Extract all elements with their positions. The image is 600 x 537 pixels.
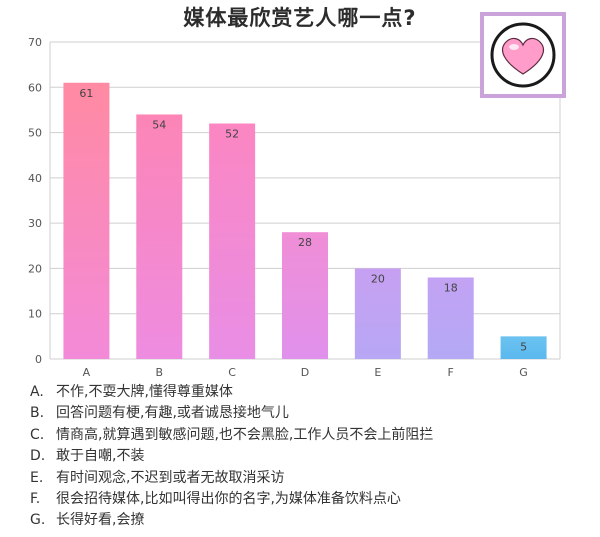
bar-value-label: 18: [444, 281, 458, 294]
legend-item: E. 有时间观念,不迟到或者无故取消采访: [30, 468, 590, 489]
legend-code: A.: [30, 384, 44, 400]
heart-badge: [480, 12, 566, 98]
legend-code: E.: [30, 469, 44, 486]
y-tick-label: 60: [28, 81, 42, 94]
y-tick-label: 50: [28, 127, 42, 140]
legend: A. 不作,不耍大牌,懂得尊重媒体 B. 回答问题有梗,有趣,或者诚恳接地气儿 C. 情商…: [30, 382, 590, 532]
chart-title: 媒体最欣赏艺人哪一点?: [183, 6, 417, 30]
bar-f: [427, 277, 474, 359]
x-tick-label: G: [519, 366, 528, 379]
legend-text: 有时间观念,不迟到或者无故取消采访: [56, 469, 285, 486]
y-tick-label: 30: [28, 217, 42, 230]
legend-text: 长得好看,会撩: [56, 512, 145, 529]
y-tick-label: 70: [28, 36, 42, 49]
bar-g: [500, 336, 547, 359]
bar-b: [136, 114, 183, 359]
x-tick-label: A: [83, 366, 91, 379]
heart-icon: [490, 22, 556, 88]
bar-chart: 0 10 20 30 40 50 60 70 61 A 54 B 52 C 28 D 20 E 18 F 5 G: [28, 36, 561, 379]
legend-code: F.: [30, 490, 41, 507]
bar-c: [209, 123, 256, 359]
legend-text: 回答问题有梗,有趣,或者诚恳接地气儿: [56, 405, 289, 422]
legend-code: C.: [30, 426, 45, 443]
bar-value-label: 20: [371, 272, 385, 285]
legend-item: F. 很会招待媒体,比如叫得出你的名字,为媒体准备饮料点心: [30, 489, 590, 510]
bar-value-label: 5: [520, 340, 527, 353]
legend-text: 很会招待媒体,比如叫得出你的名字,为媒体准备饮料点心: [56, 490, 401, 507]
legend-item: G. 长得好看,会撩: [30, 510, 590, 531]
legend-item: B. 回答问题有梗,有趣,或者诚恳接地气儿: [30, 403, 590, 424]
bar-e: [354, 268, 401, 359]
y-tick-label: 10: [28, 308, 42, 321]
x-tick-label: D: [301, 366, 309, 379]
bar-value-label: 61: [79, 87, 93, 100]
legend-code: D.: [30, 448, 46, 465]
legend-item: D. 敢于自嘲,不装: [30, 446, 590, 467]
bar-a: [63, 82, 110, 359]
y-tick-label: 0: [35, 353, 42, 366]
legend-text: 不作,不耍大牌,懂得尊重媒体: [56, 384, 233, 400]
y-tick-label: 20: [28, 262, 42, 275]
bar-d: [282, 232, 328, 359]
legend-item: A. 不作,不耍大牌,懂得尊重媒体: [30, 382, 590, 403]
legend-text: 敢于自嘲,不装: [56, 448, 145, 465]
bar-value-label: 52: [225, 128, 239, 141]
bar-value-label: 28: [298, 236, 312, 249]
legend-text: 情商高,就算遇到敏感问题,也不会黑脸,工作人员不会上前阻拦: [56, 426, 434, 443]
legend-code: B.: [30, 405, 45, 422]
bar-value-label: 54: [152, 118, 166, 131]
y-tick-label: 40: [28, 172, 42, 185]
x-tick-label: C: [228, 366, 236, 379]
x-tick-label: F: [448, 366, 454, 379]
x-tick-label: E: [374, 366, 381, 379]
legend-code: G.: [30, 512, 46, 529]
legend-item: C. 情商高,就算遇到敏感问题,也不会黑脸,工作人员不会上前阻拦: [30, 425, 590, 446]
x-tick-label: B: [156, 366, 164, 379]
